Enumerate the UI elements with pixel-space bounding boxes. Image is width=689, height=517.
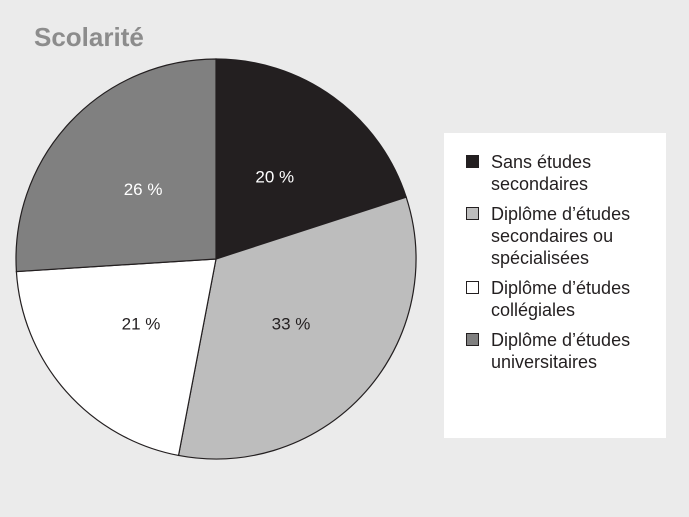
chart-title: Scolarité — [34, 22, 144, 52]
pie-slice — [177, 196, 417, 460]
pie-slice — [15, 258, 217, 457]
legend-label: Diplôme d’études collégiales — [491, 278, 631, 320]
legend-item: Sans études secondaires — [466, 151, 656, 195]
slice-label: 20 % — [255, 168, 294, 187]
legend-swatch — [466, 155, 479, 168]
legend-item: Diplôme d’études secondaires ou spéciali… — [466, 203, 656, 269]
legend-swatch — [466, 281, 479, 294]
pie-slice — [15, 58, 217, 273]
legend: Sans études secondaires Diplôme d’études … — [444, 133, 666, 438]
legend-swatch — [466, 333, 479, 346]
legend-swatch — [466, 207, 479, 220]
legend-label: Diplôme d’études universitaires — [491, 330, 631, 372]
legend-item: Diplôme d’études collégiales — [466, 277, 656, 321]
pie-slice — [215, 58, 407, 260]
slice-label: 21 % — [122, 315, 161, 334]
slice-label: 33 % — [272, 315, 311, 334]
legend-item: Diplôme d’études universitaires — [466, 329, 656, 373]
legend-label: Diplôme d’études secondaires ou spéciali… — [491, 204, 631, 268]
legend-label: Sans études secondaires — [491, 152, 592, 194]
slice-label: 26 % — [124, 180, 163, 199]
